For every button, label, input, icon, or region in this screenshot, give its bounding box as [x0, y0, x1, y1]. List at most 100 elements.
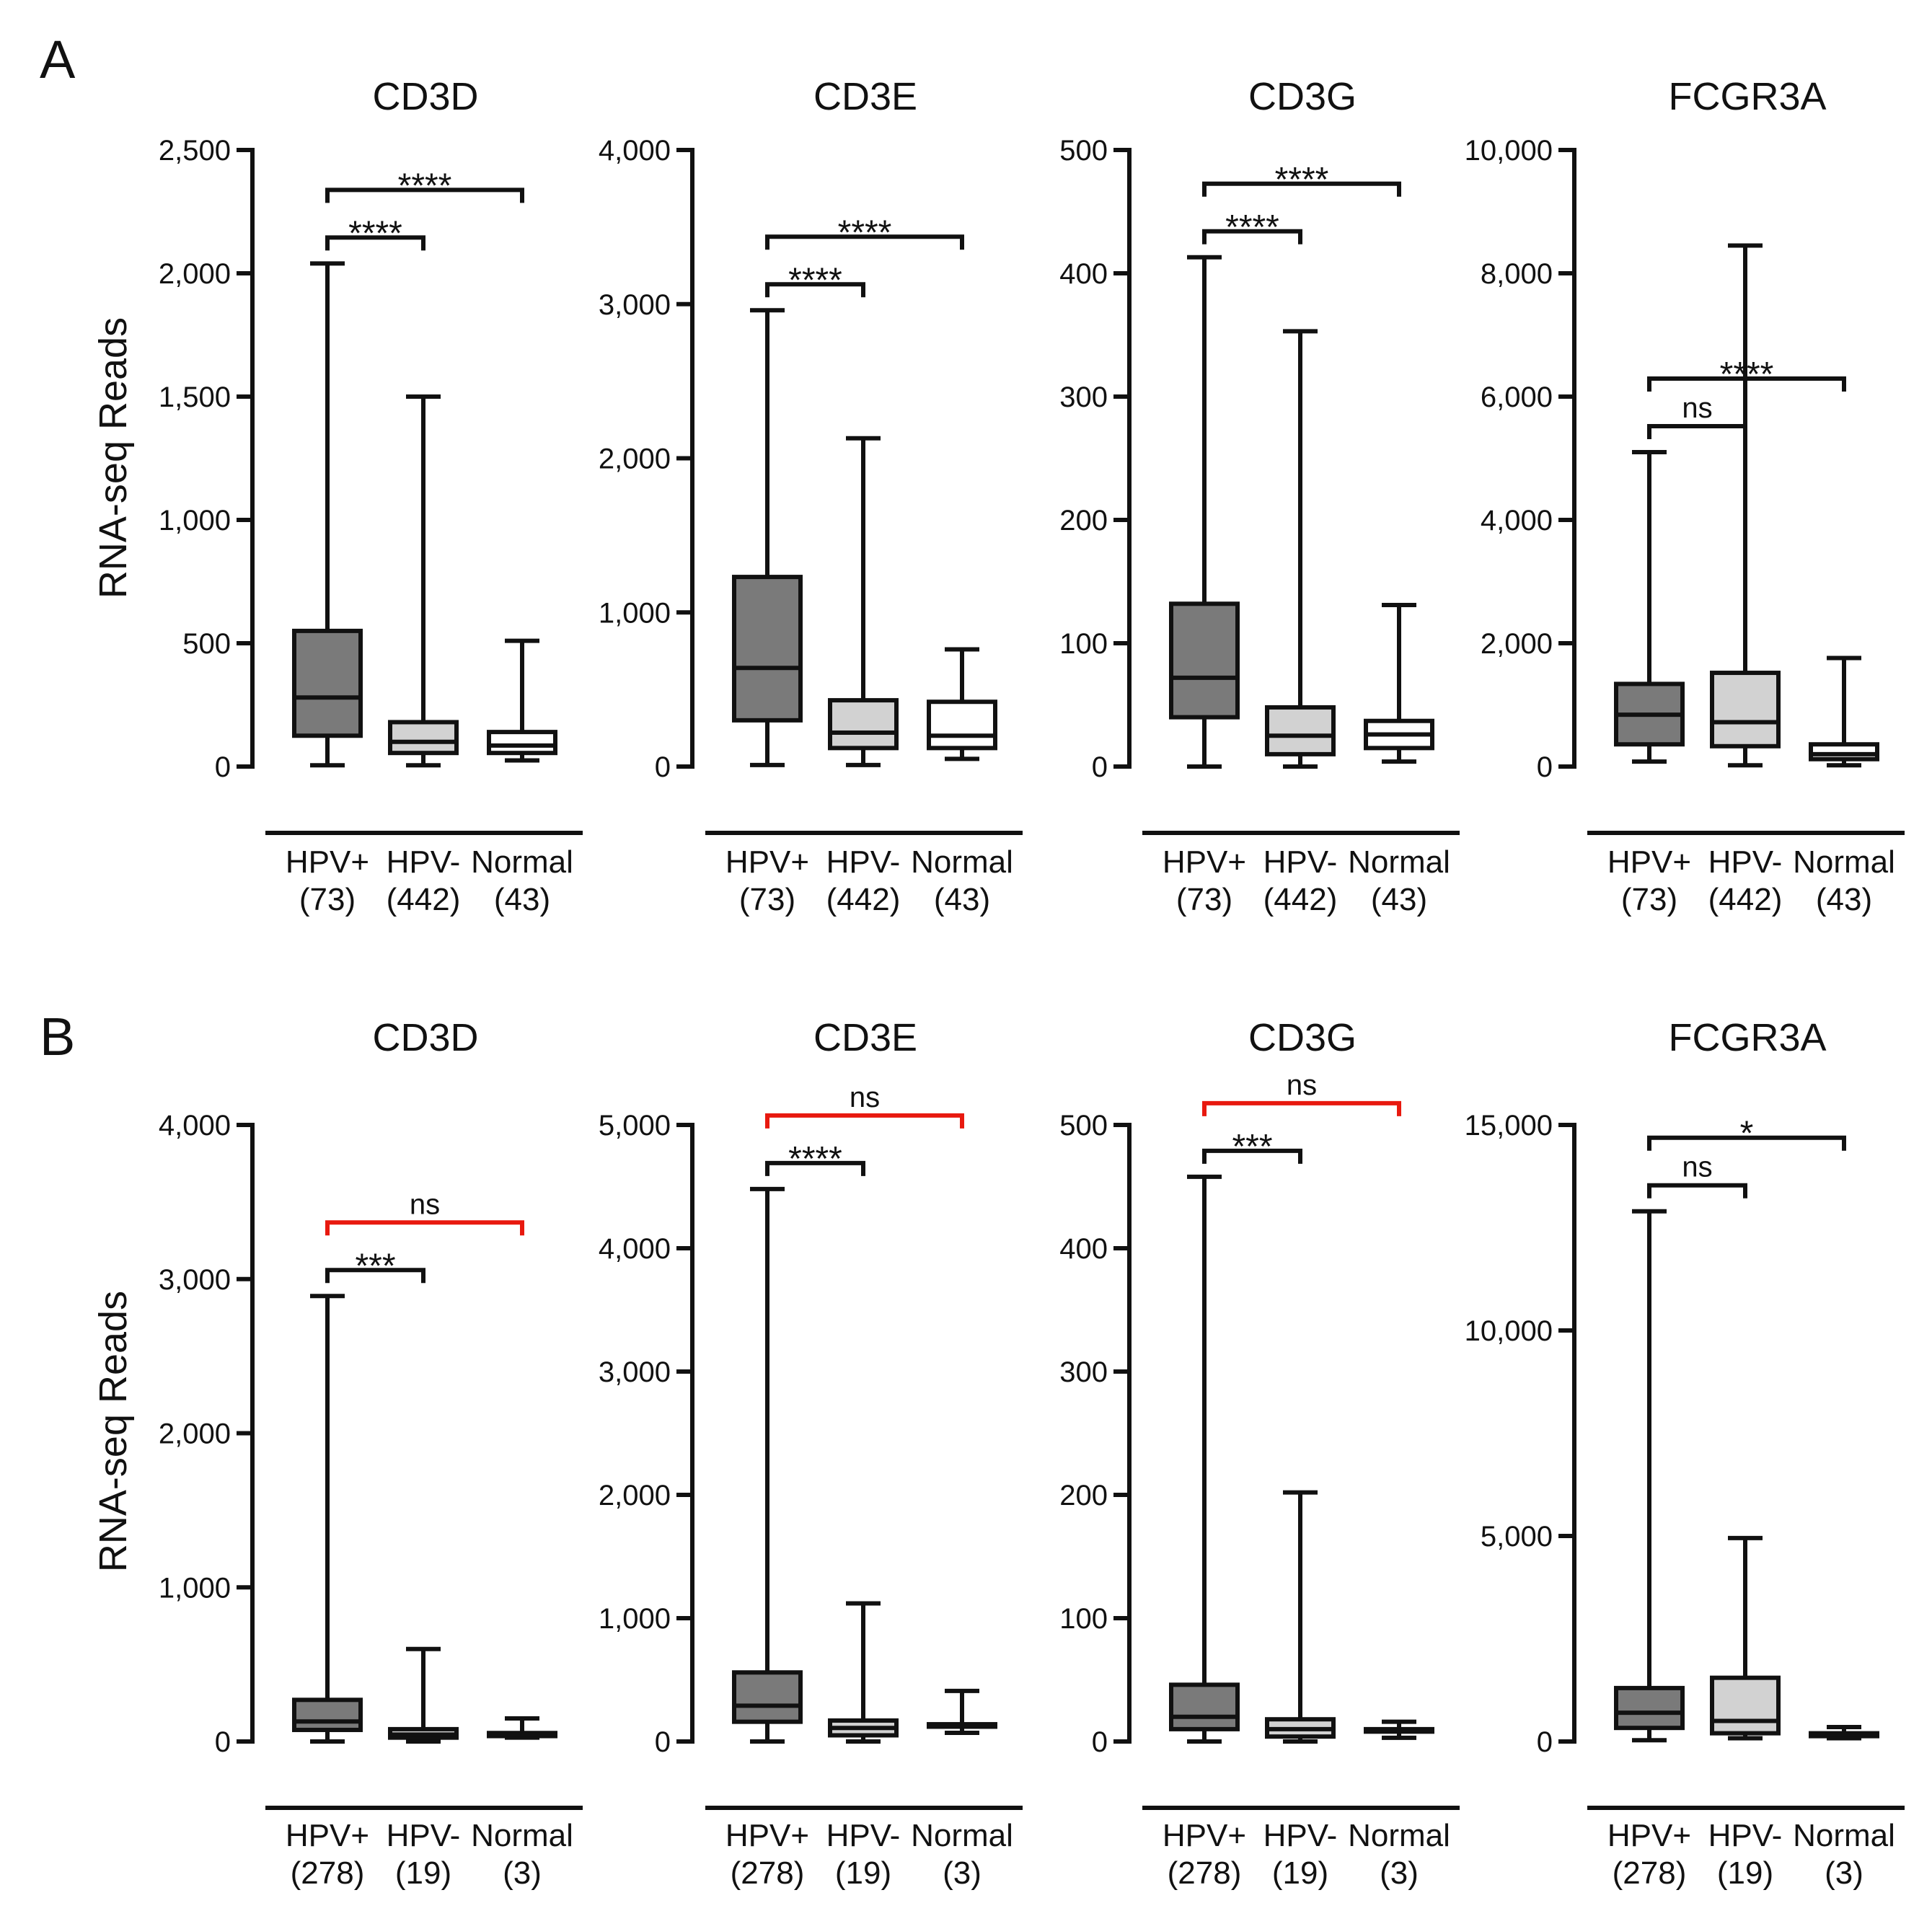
- y-axis-label: RNA-seq Reads: [92, 1291, 135, 1572]
- chart-title: CD3D: [372, 75, 478, 118]
- x-count-label: (278): [1168, 1855, 1242, 1891]
- y-tick-label: 500: [1059, 135, 1108, 167]
- y-tick-label: 10,000: [1465, 1315, 1553, 1347]
- iqr-box: [828, 698, 899, 751]
- x-count-label: (73): [1621, 882, 1677, 917]
- significance-label: ****: [838, 213, 892, 252]
- iqr-box: [1169, 1682, 1240, 1731]
- y-tick-label: 0: [1092, 1726, 1108, 1758]
- y-tick-label: 300: [1059, 381, 1108, 413]
- chart-b-cd3g: CD3G 0 100 200 300 400 500 HPV+(278) HPV-(19) Nor…: [1059, 1016, 1460, 1891]
- iqr-box: [292, 1698, 363, 1732]
- box-hpv-negpos: [292, 1294, 363, 1744]
- x-count-label: (73): [1176, 882, 1232, 917]
- x-count-label: (442): [387, 882, 461, 917]
- box-hpv-negpos: [1169, 1174, 1240, 1744]
- y-tick-label: 1,000: [599, 1603, 671, 1635]
- x-count-label: (278): [1613, 1855, 1687, 1891]
- y-tick-label: 3,000: [159, 1264, 231, 1296]
- box-normal: [487, 1716, 557, 1740]
- y-tick-label: 500: [1059, 1110, 1108, 1142]
- significance-bracket: [765, 234, 964, 250]
- iqr-box: [1710, 671, 1781, 749]
- significance-label: ***: [1232, 1128, 1272, 1166]
- y-tick-label: 6,000: [1481, 381, 1553, 413]
- x-category-label: Normal: [1793, 844, 1895, 880]
- significance-label: ****: [1720, 356, 1774, 394]
- box-hpv-neg: [828, 436, 899, 767]
- x-category-label: Normal: [911, 844, 1013, 880]
- chart-title: CD3E: [813, 75, 917, 118]
- chart-b-fcgr3a: FCGR3A 0 5,000 10,000 15,000 HPV+(278) HPV-(19…: [1465, 1016, 1905, 1891]
- x-count-label: (442): [1263, 882, 1338, 917]
- y-tick-label: 500: [182, 628, 231, 660]
- chart-a-cd3e: CD3E 0 1,000 2,000 3,000 4,000 HPV+(73) HPV-(44…: [599, 75, 1023, 917]
- y-tick-label: 100: [1059, 1603, 1108, 1635]
- chart-title: CD3G: [1248, 1016, 1357, 1059]
- box-hpv-negpos: [1614, 449, 1685, 764]
- significance-label: ****: [348, 214, 402, 252]
- y-tick-label: 8,000: [1481, 258, 1553, 290]
- x-category-label: Normal: [1793, 1818, 1895, 1853]
- box-normal: [487, 638, 557, 763]
- x-category-label: HPV+: [725, 1818, 809, 1853]
- x-count-label: (43): [494, 882, 550, 917]
- significance-bracket: [1202, 229, 1302, 244]
- significance-bracket: [1647, 376, 1846, 392]
- chart-a-fcgr3a: FCGR3A 0 2,000 4,000 6,000 8,000 10,000 HPV+(73…: [1465, 75, 1905, 917]
- y-tick-label: 0: [1537, 1726, 1553, 1758]
- x-category-label: HPV+: [1163, 844, 1246, 880]
- y-tick-label: 400: [1059, 1233, 1108, 1265]
- x-category-label: HPV+: [1163, 1818, 1246, 1853]
- y-tick-label: 100: [1059, 628, 1108, 660]
- x-category-label: HPV-: [826, 1818, 901, 1853]
- significance-bracket: [765, 1113, 964, 1129]
- x-category-label: HPV+: [286, 844, 369, 880]
- box-hpv-neg: [828, 1601, 899, 1744]
- x-count-label: (442): [826, 882, 901, 917]
- y-tick-label: 15,000: [1465, 1110, 1553, 1142]
- charts-layer: CD3D RNA-seq Reads 0 500 1,000 1,500 2,000 2,50…: [92, 75, 1905, 1891]
- iqr-box: [1809, 742, 1879, 761]
- y-tick-label: 2,000: [159, 1418, 231, 1450]
- y-tick-label: 3,000: [599, 1356, 671, 1388]
- iqr-box: [1614, 1685, 1685, 1731]
- significance-label: ****: [398, 167, 452, 205]
- x-category-label: HPV-: [1263, 844, 1338, 880]
- y-tick-label: 2,000: [599, 1480, 671, 1511]
- y-tick-label: 0: [1537, 751, 1553, 783]
- panel-label-b: B: [40, 1007, 75, 1067]
- significance-bracket: [1202, 1148, 1302, 1164]
- significance-bracket: [1202, 181, 1401, 197]
- x-category-label: Normal: [1348, 844, 1450, 880]
- y-tick-label: 1,000: [159, 1572, 231, 1604]
- box-hpv-neg: [388, 394, 459, 768]
- significance-label: ns: [1682, 392, 1712, 424]
- box-normal: [1364, 1719, 1434, 1740]
- chart-title: FCGR3A: [1668, 75, 1826, 118]
- significance-bracket: [765, 282, 865, 298]
- x-category-label: Normal: [471, 1818, 573, 1853]
- box-hpv-neg: [388, 1646, 459, 1744]
- significance-label: *: [1740, 1115, 1754, 1153]
- x-count-label: (3): [1380, 1855, 1419, 1891]
- box-hpv-negpos: [292, 261, 363, 768]
- x-category-label: Normal: [471, 844, 573, 880]
- x-count-label: (442): [1708, 882, 1783, 917]
- y-tick-label: 4,000: [599, 1233, 671, 1265]
- iqr-box: [487, 730, 557, 756]
- box-hpv-neg: [1265, 329, 1336, 769]
- y-tick-label: 2,500: [159, 135, 231, 167]
- x-category-label: HPV-: [826, 844, 901, 880]
- y-tick-label: 1,500: [159, 381, 231, 413]
- y-tick-label: 1,000: [159, 505, 231, 537]
- significance-label: ***: [355, 1247, 395, 1285]
- y-tick-label: 5,000: [599, 1110, 671, 1142]
- chart-title: CD3D: [372, 1016, 478, 1059]
- chart-a-cd3g: CD3G 0 100 200 300 400 500 HPV+(73) HPV-(442) Nor…: [1059, 75, 1460, 917]
- x-count-label: (43): [1371, 882, 1427, 917]
- y-tick-label: 0: [1092, 751, 1108, 783]
- x-count-label: (3): [943, 1855, 982, 1891]
- x-category-label: HPV+: [286, 1818, 369, 1853]
